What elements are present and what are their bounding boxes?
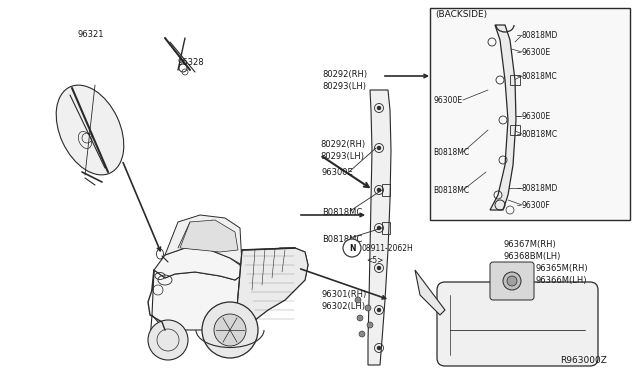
Polygon shape <box>154 248 242 280</box>
Circle shape <box>148 320 188 360</box>
Polygon shape <box>180 220 238 252</box>
Text: 80818MC: 80818MC <box>522 72 557 81</box>
Bar <box>382 222 390 234</box>
Polygon shape <box>490 25 516 210</box>
Text: (BACKSIDE): (BACKSIDE) <box>435 10 487 19</box>
Text: 80B18MC: 80B18MC <box>522 130 558 139</box>
Text: 96367M(RH): 96367M(RH) <box>503 240 556 249</box>
Text: 96300E: 96300E <box>322 168 354 177</box>
FancyBboxPatch shape <box>490 262 534 300</box>
Text: 96300E: 96300E <box>522 112 551 121</box>
Polygon shape <box>152 248 308 330</box>
Circle shape <box>377 188 381 192</box>
Text: B0818MC: B0818MC <box>322 208 362 217</box>
Circle shape <box>343 239 361 257</box>
Text: 96365M(RH): 96365M(RH) <box>535 264 588 273</box>
Text: 80292(RH): 80292(RH) <box>322 70 367 79</box>
Circle shape <box>355 297 361 303</box>
Text: 96321: 96321 <box>78 30 104 39</box>
Text: B0818MC: B0818MC <box>433 148 469 157</box>
Circle shape <box>365 305 371 311</box>
Text: 96300F: 96300F <box>522 201 551 210</box>
Circle shape <box>377 346 381 350</box>
Circle shape <box>202 302 258 358</box>
Polygon shape <box>368 90 391 365</box>
Circle shape <box>377 106 381 110</box>
Polygon shape <box>415 270 445 315</box>
Circle shape <box>359 331 365 337</box>
Circle shape <box>503 272 521 290</box>
Circle shape <box>377 226 381 230</box>
Ellipse shape <box>56 85 124 175</box>
Text: 08911-2062H: 08911-2062H <box>362 244 413 253</box>
Text: B0818MC: B0818MC <box>433 186 469 195</box>
Text: 80292(RH): 80292(RH) <box>320 140 365 149</box>
Polygon shape <box>235 248 308 330</box>
Circle shape <box>377 266 381 270</box>
Text: 80818MD: 80818MD <box>522 184 558 193</box>
Bar <box>430 8 630 220</box>
Text: 96366M(LH): 96366M(LH) <box>535 276 586 285</box>
Text: 96301(RH): 96301(RH) <box>322 290 367 299</box>
Text: B0818MC: B0818MC <box>322 235 362 244</box>
Text: 96368BM(LH): 96368BM(LH) <box>503 252 561 261</box>
Text: 80293(LH): 80293(LH) <box>320 152 364 161</box>
Text: 96328: 96328 <box>178 58 205 67</box>
Text: 96300E: 96300E <box>433 96 462 105</box>
Text: N: N <box>349 244 355 253</box>
Circle shape <box>367 322 373 328</box>
Text: R963000Z: R963000Z <box>560 356 607 365</box>
Text: 96302(LH): 96302(LH) <box>322 302 366 311</box>
Text: 80293(LH): 80293(LH) <box>322 82 366 91</box>
Polygon shape <box>165 215 242 265</box>
Circle shape <box>214 314 246 346</box>
Text: 80818MD: 80818MD <box>522 31 558 40</box>
Circle shape <box>377 308 381 312</box>
Bar <box>382 184 390 196</box>
FancyBboxPatch shape <box>437 282 598 366</box>
Bar <box>510 75 520 85</box>
Circle shape <box>507 276 517 286</box>
Circle shape <box>377 146 381 150</box>
Text: 96300E: 96300E <box>522 48 551 57</box>
Text: <5>: <5> <box>366 256 383 265</box>
Circle shape <box>357 315 363 321</box>
Bar <box>510 125 520 135</box>
